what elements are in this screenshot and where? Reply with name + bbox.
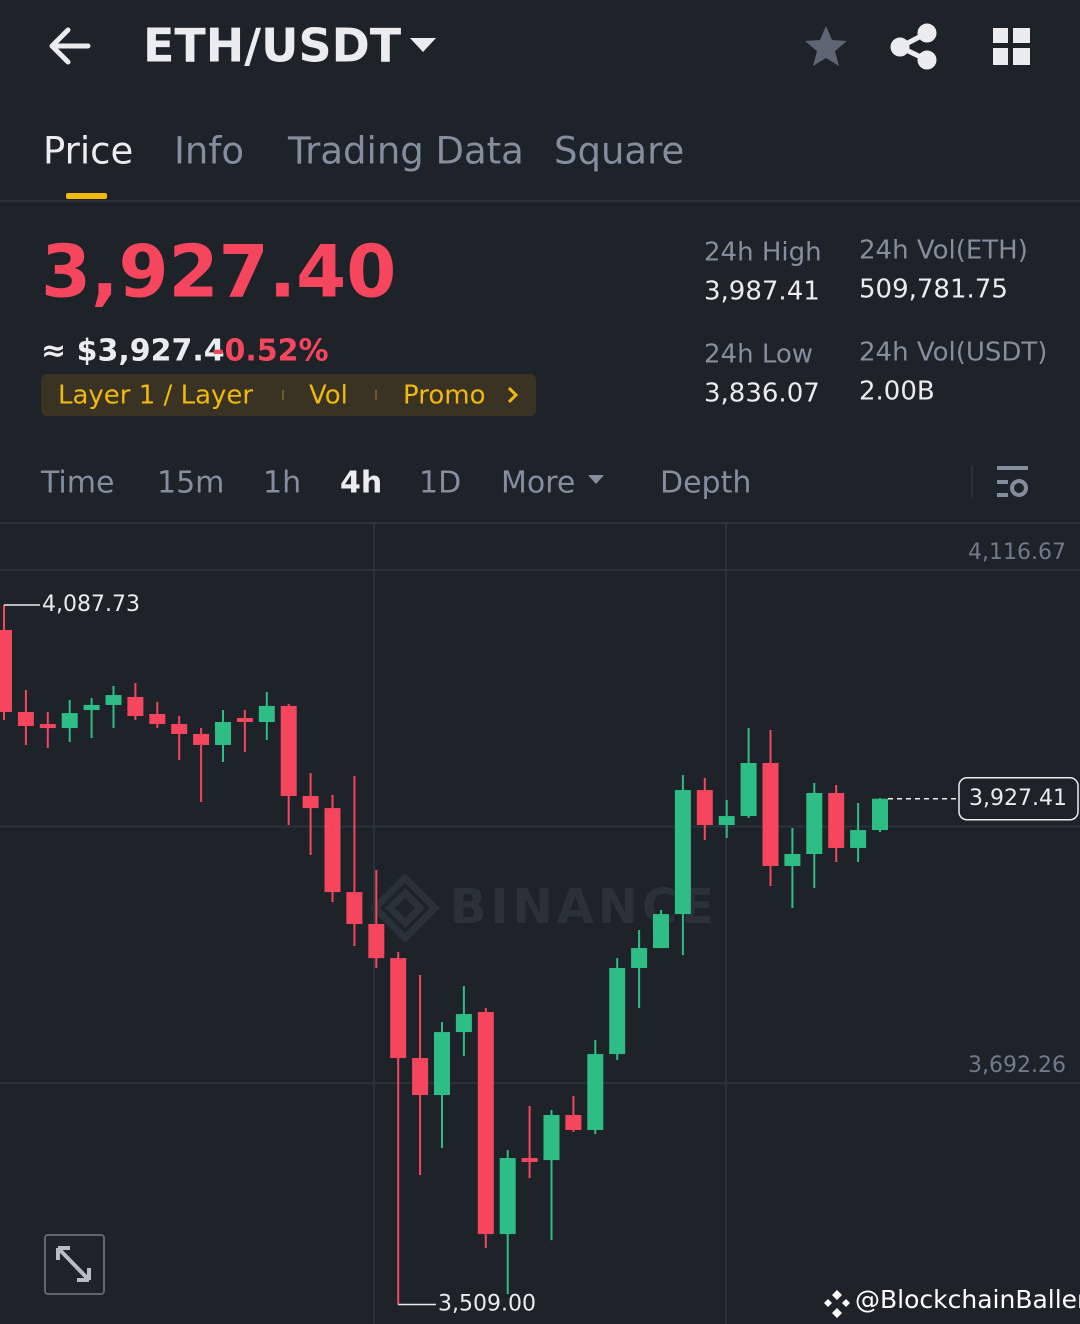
interval[interactable]: 4h (340, 466, 382, 501)
active-tab-indicator (66, 193, 107, 199)
expand-button[interactable] (44, 1234, 105, 1295)
candle-body (193, 733, 210, 745)
candlestick-chart: BINANCE4,116.673,904.473,692.264,087.733… (0, 524, 1080, 1324)
tab[interactable]: Trading Data (287, 130, 524, 173)
stat-label: 24h High (704, 238, 822, 268)
low-label: 3,509.00 (438, 1292, 536, 1317)
stat-label: 24h Vol(USDT) (859, 338, 1047, 368)
candle-body (236, 718, 253, 723)
interval[interactable]: More (501, 466, 575, 501)
candle-body (521, 1158, 538, 1163)
candle-body (828, 792, 845, 848)
menu-icon[interactable] (993, 28, 1030, 65)
candle-body (215, 722, 231, 745)
interval[interactable]: 1D (419, 466, 461, 501)
tag-bar[interactable] (41, 374, 536, 416)
pair-dropdown[interactable] (410, 38, 436, 52)
share-icon[interactable] (890, 23, 937, 70)
candle-body (412, 1058, 429, 1096)
candle-body (784, 854, 801, 866)
stat-value: 2.00B (859, 377, 935, 407)
candle-body (653, 914, 669, 949)
candle-body (543, 1114, 560, 1161)
chart-watermark: BINANCE (450, 879, 718, 935)
candle-body (302, 795, 319, 809)
candle-body (806, 792, 823, 855)
candle-body (171, 724, 188, 734)
last-price-label: 3,927.41 (969, 786, 1067, 811)
candle-body (0, 630, 12, 712)
more-dropdown[interactable] (588, 475, 604, 484)
credit-logo (824, 1290, 850, 1318)
usd-price: ≈ $3,927.4 (41, 334, 225, 369)
tab[interactable]: Info (174, 130, 244, 173)
candle-body (258, 705, 275, 723)
tab[interactable]: Price (43, 130, 133, 173)
candle-body (718, 816, 735, 825)
candle-body (696, 790, 713, 825)
stat-label: 24h Low (704, 340, 813, 370)
candle-body (762, 762, 779, 866)
candle-body (872, 798, 888, 831)
back-button[interactable] (49, 27, 91, 65)
tag-chevron (507, 386, 519, 404)
candle-body (565, 1114, 582, 1130)
candle-body (368, 924, 385, 959)
last-price-tag (958, 777, 1079, 821)
tag[interactable]: Vol (309, 381, 348, 411)
candle-body (850, 830, 867, 848)
candle-body (346, 892, 363, 924)
chart-settings-icon[interactable] (997, 466, 1028, 497)
credit: @BlockchainBaller (855, 1285, 1080, 1314)
candle-body (39, 724, 56, 729)
candle-body (324, 808, 341, 893)
candle-body (477, 1012, 494, 1235)
candle-body (674, 790, 691, 915)
y-tick-label: 4,116.67 (968, 540, 1066, 565)
candle-body (280, 705, 297, 796)
candle-body (587, 1054, 604, 1130)
stat-value: 509,781.75 (859, 275, 1008, 305)
interval[interactable]: Time (40, 466, 114, 501)
candle-body (390, 958, 407, 1059)
candle-body (434, 1032, 450, 1096)
interval[interactable]: Depth (660, 466, 751, 501)
candle-body (609, 968, 626, 1055)
interval[interactable]: 1h (263, 466, 301, 501)
stat-value: 3,836.07 (704, 379, 820, 409)
candle-body (740, 762, 757, 817)
candle-body (149, 714, 166, 725)
candle-body (455, 1014, 472, 1033)
last-price: 3,927.40 (41, 230, 396, 314)
candle-body (83, 704, 100, 711)
candle-body (631, 948, 648, 969)
high-label: 4,087.73 (42, 592, 140, 617)
favorite-icon[interactable] (805, 26, 847, 66)
candle-body (17, 711, 34, 726)
tag[interactable]: Layer 1 / Layer (58, 381, 253, 411)
candle-body (105, 695, 122, 705)
price-change: -0.52% (212, 334, 329, 369)
interval[interactable]: 15m (157, 466, 224, 501)
candle-body (499, 1158, 516, 1235)
candle-body (61, 713, 78, 729)
stat-value: 3,987.41 (704, 277, 820, 307)
watermark-logo (370, 873, 440, 943)
pair-title[interactable]: ETH/USDT (143, 19, 402, 73)
tag[interactable]: Promo (403, 381, 485, 411)
y-tick-label: 3,692.26 (968, 1053, 1066, 1078)
stat-label: 24h Vol(ETH) (859, 236, 1028, 266)
candle-body (127, 696, 144, 716)
tab[interactable]: Square (554, 130, 684, 173)
